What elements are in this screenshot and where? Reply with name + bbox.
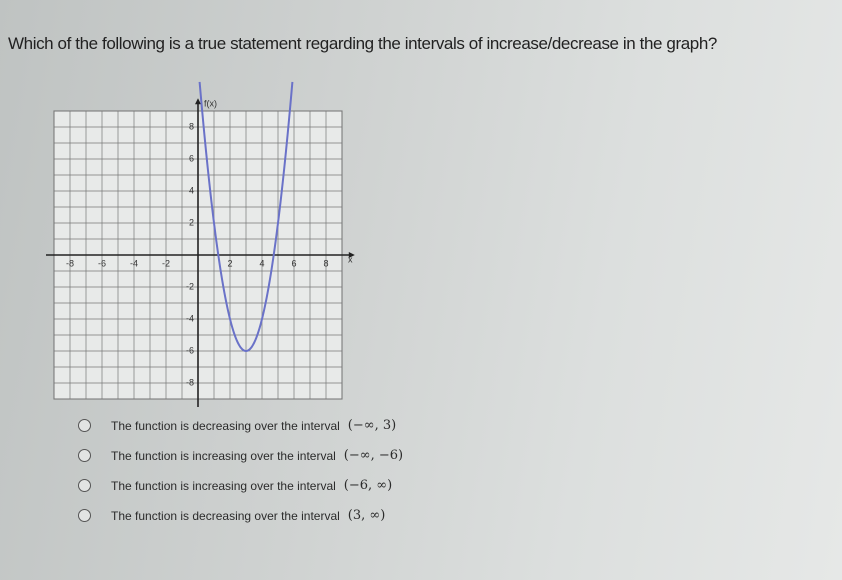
y-tick-label: 6	[189, 153, 194, 163]
y-tick-label: -4	[186, 313, 194, 323]
option-text: The function is decreasing over the inte…	[111, 418, 340, 433]
question: Which of the following is a true stateme…	[8, 34, 717, 53]
y-tick-label: 4	[189, 185, 194, 195]
y-tick-label: 8	[189, 121, 194, 131]
axis-arrow	[195, 98, 201, 105]
x-tick-label: -6	[98, 258, 106, 268]
x-axis-label: x	[348, 254, 353, 264]
radio-button[interactable]	[78, 449, 91, 462]
x-tick-label: 8	[323, 258, 328, 268]
option-text: The function is increasing over the inte…	[111, 448, 336, 463]
option-interval: (−∞, 3)	[347, 418, 397, 433]
x-tick-label: 2	[227, 258, 232, 268]
y-tick-label: 2	[189, 217, 194, 227]
y-tick-label: -6	[186, 345, 194, 355]
option[interactable]: The function is increasing over the inte…	[78, 478, 392, 493]
radio-button[interactable]	[78, 419, 91, 432]
option-interval: (−∞, −6)	[343, 448, 404, 463]
option-text: The function is decreasing over the inte…	[111, 508, 340, 523]
option[interactable]: The function is decreasing over the inte…	[78, 508, 385, 523]
option-interval: (3, ∞)	[347, 508, 386, 523]
y-tick-label: -2	[186, 281, 194, 291]
radio-button[interactable]	[78, 509, 91, 522]
function-curve	[198, 81, 294, 353]
option-text: The function is increasing over the inte…	[111, 478, 336, 493]
option[interactable]: The function is increasing over the inte…	[78, 448, 403, 463]
x-tick-label: -8	[66, 258, 74, 268]
radio-button[interactable]	[78, 479, 91, 492]
y-axis-label: f(x)	[204, 98, 217, 108]
axis-arrow	[348, 252, 355, 258]
option[interactable]: The function is decreasing over the inte…	[78, 418, 396, 433]
x-tick-label: 4	[259, 258, 264, 268]
x-tick-label: -2	[162, 258, 170, 268]
x-tick-label: 6	[291, 258, 296, 268]
option-interval: (−6, ∞)	[343, 478, 393, 493]
y-tick-label: -8	[186, 377, 194, 387]
x-tick-label: -4	[130, 258, 138, 268]
